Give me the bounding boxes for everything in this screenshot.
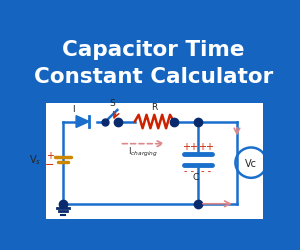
- Text: Capacitor Time: Capacitor Time: [62, 40, 245, 60]
- Text: Constant Calculator: Constant Calculator: [34, 67, 273, 87]
- FancyBboxPatch shape: [46, 103, 263, 219]
